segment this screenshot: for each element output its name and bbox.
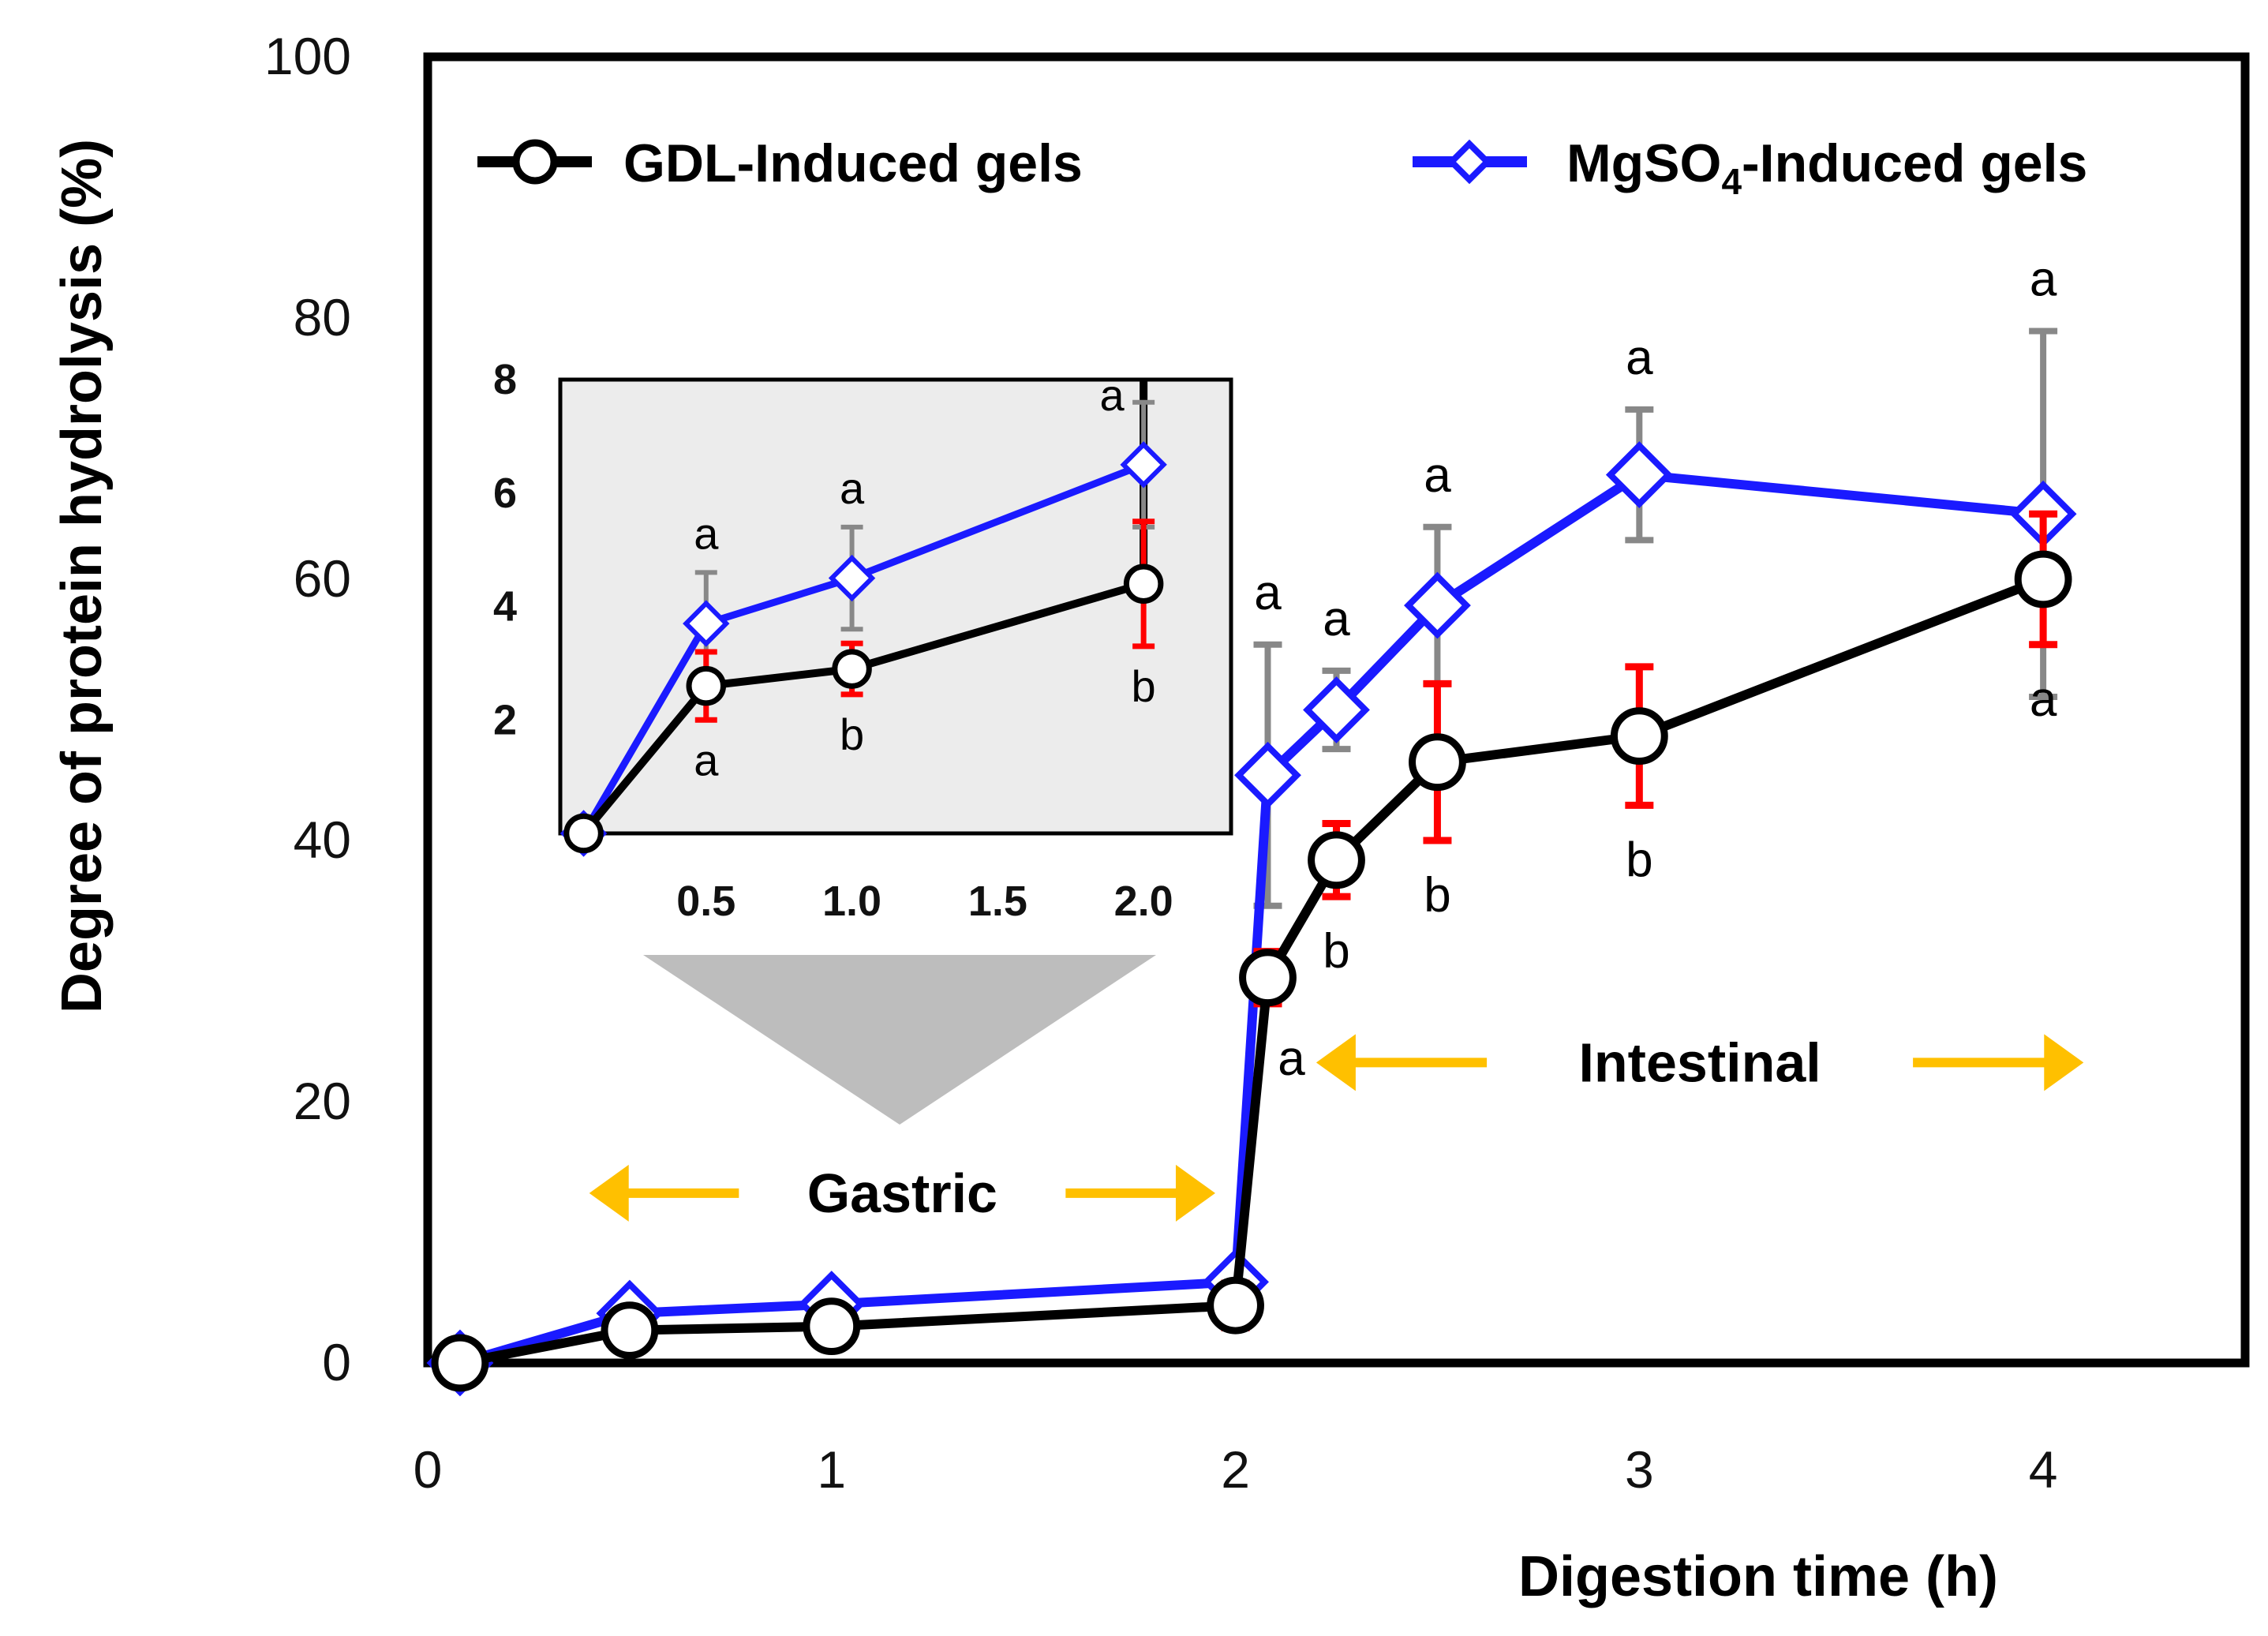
gdl-series-line [580, 579, 1145, 837]
mg-point [1120, 441, 1167, 489]
legend-mg-prefix: MgSO [1566, 133, 1721, 193]
gdl-point [2014, 550, 2072, 608]
region-intestinal: Intestinal [1316, 1031, 2084, 1093]
region-arrowhead-right [2044, 1034, 2084, 1091]
y-tick-40: 40 [294, 811, 351, 869]
gdl-point [1308, 831, 1365, 889]
inset-x-tick-2.0: 2.0 [1114, 878, 1173, 925]
region-arrowhead-left [1316, 1034, 1356, 1091]
inset-significance-label: a [1100, 370, 1125, 420]
inset-significance-label: a [694, 735, 719, 784]
significance-label: a [1424, 448, 1451, 503]
mg-point [1605, 441, 1673, 509]
inset-significance-label: a [840, 463, 865, 513]
gdl-point [832, 649, 872, 689]
significance-label: a [1254, 566, 1282, 620]
region-annotations: Gastric Intestinal [589, 1031, 2084, 1224]
inset-x-tick-0.5: 0.5 [676, 878, 735, 925]
legend-mg-label: MgSO4-Induced gels [1566, 133, 2087, 202]
series-gdl [431, 510, 2072, 1392]
mg-point [1404, 571, 1471, 639]
significance-label: a [2030, 672, 2057, 727]
inset-significance-label: b [1132, 661, 1156, 711]
gdl-point [601, 1301, 659, 1360]
inset-y-tick-4: 4 [493, 583, 517, 631]
legend-mg-marker [1447, 139, 1492, 185]
significance-label: a [1323, 592, 1350, 646]
inset-significance-label: a [694, 508, 719, 558]
mg-series-line [580, 461, 1145, 836]
gdl-point [431, 1334, 489, 1392]
gdl-point [686, 665, 727, 706]
legend: GDL-Induced gels MgSO4-Induced gels [477, 133, 2087, 202]
inset-significance-labels: a a a a b b [694, 370, 1156, 785]
y-tick-0: 0 [322, 1333, 351, 1391]
y-tick-80: 80 [294, 288, 351, 346]
inset-pointer-triangle [643, 955, 1156, 1125]
gdl-point [1239, 949, 1297, 1007]
legend-gdl-label: GDL-Induced gels [623, 133, 1083, 193]
inset-tick-labels: 2 4 6 8 0.5 1.0 1.5 2.0 [493, 356, 1173, 925]
significance-label: a [1626, 331, 1653, 385]
gdl-point [1123, 563, 1164, 604]
inset-significance-label: b [840, 709, 864, 759]
legend-gdl-marker [512, 139, 558, 185]
inset-chart: 2 4 6 8 0.5 1.0 1.5 2.0 a a a a b b [493, 356, 1233, 925]
series-gdl [563, 519, 1164, 854]
gdl-point [803, 1297, 861, 1356]
mg-point [1303, 676, 1370, 743]
y-tick-20: 20 [294, 1072, 351, 1130]
mg-point [683, 600, 730, 647]
gdl-point [563, 813, 604, 854]
x-tick-labels: 0 1 2 3 4 [414, 1440, 2058, 1499]
gdl-point [1409, 733, 1466, 792]
x-tick-3: 3 [1625, 1440, 1654, 1499]
y-tick-100: 100 [264, 27, 351, 85]
plot-frame [423, 52, 2250, 1368]
x-tick-1: 1 [817, 1440, 846, 1499]
inset-y-tick-6: 6 [493, 470, 517, 517]
significance-label: a [1278, 1031, 1305, 1086]
x-axis-title: Digestion time (h) [1518, 1545, 1998, 1608]
inset-x-tick-1.0: 1.0 [822, 878, 881, 925]
mg-point [828, 554, 876, 602]
legend-mg-suffix: -Induced gels [1742, 133, 2087, 193]
legend-mg-subscript: 4 [1721, 161, 1742, 202]
inset-y-tick-2: 2 [493, 696, 517, 743]
gdl-point [1207, 1276, 1264, 1335]
region-label: Gastric [807, 1162, 997, 1224]
y-tick-60: 60 [294, 549, 351, 608]
significance-label: a [2030, 253, 2057, 307]
significance-label: b [1424, 868, 1450, 923]
region-arrowhead-right [1175, 1164, 1215, 1222]
significance-label: b [1626, 833, 1652, 887]
x-tick-4: 4 [2029, 1440, 2058, 1499]
region-gastric: Gastric [589, 1162, 1215, 1224]
y-axis-title: Degree of protein hydrolysis (%) [51, 139, 114, 1013]
y-tick-labels: 0 20 40 60 80 100 [264, 27, 351, 1391]
inset-x-tick-1.5: 1.5 [968, 878, 1027, 925]
x-tick-2: 2 [1221, 1440, 1250, 1499]
region-arrowhead-left [589, 1164, 629, 1222]
region-label: Intestinal [1578, 1031, 1821, 1093]
gdl-point [1610, 707, 1668, 765]
inset-y-tick-8: 8 [493, 356, 517, 403]
significance-label: b [1323, 924, 1349, 979]
x-tick-0: 0 [414, 1440, 443, 1499]
inset-frame [558, 377, 1233, 836]
inset-series: a a a a b b [560, 370, 1167, 857]
mg-point [1234, 741, 1301, 809]
